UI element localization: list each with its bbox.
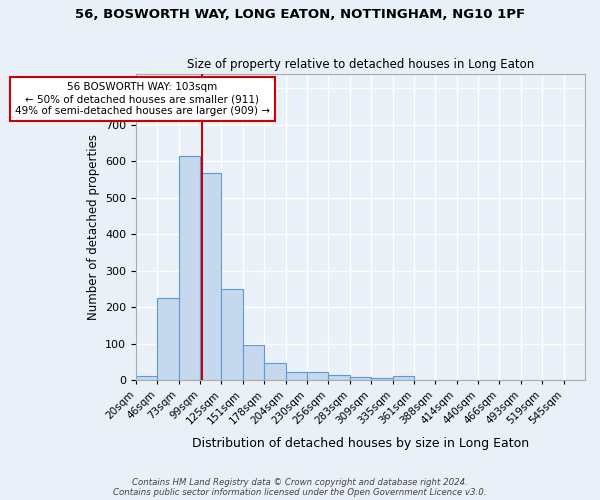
Bar (392, 376, 414, 380)
Bar (328, 374, 350, 380)
Bar (200, 173, 221, 380)
Bar (264, 363, 286, 380)
Bar (157, 298, 179, 380)
Bar (243, 344, 264, 380)
Text: 56, BOSWORTH WAY, LONG EATON, NOTTINGHAM, NG10 1PF: 56, BOSWORTH WAY, LONG EATON, NOTTINGHAM… (75, 8, 525, 20)
Text: Contains HM Land Registry data © Crown copyright and database right 2024.
Contai: Contains HM Land Registry data © Crown c… (113, 478, 487, 497)
Bar (221, 289, 243, 380)
Title: Size of property relative to detached houses in Long Eaton: Size of property relative to detached ho… (187, 58, 534, 71)
Text: 56 BOSWORTH WAY: 103sqm
← 50% of detached houses are smaller (911)
49% of semi-d: 56 BOSWORTH WAY: 103sqm ← 50% of detache… (15, 82, 270, 116)
Bar (136, 376, 157, 380)
Bar (179, 156, 200, 380)
X-axis label: Distribution of detached houses by size in Long Eaton: Distribution of detached houses by size … (192, 437, 529, 450)
Bar (307, 372, 328, 380)
Bar (286, 372, 307, 380)
Y-axis label: Number of detached properties: Number of detached properties (86, 134, 100, 320)
Bar (350, 377, 371, 380)
Bar (371, 378, 392, 380)
